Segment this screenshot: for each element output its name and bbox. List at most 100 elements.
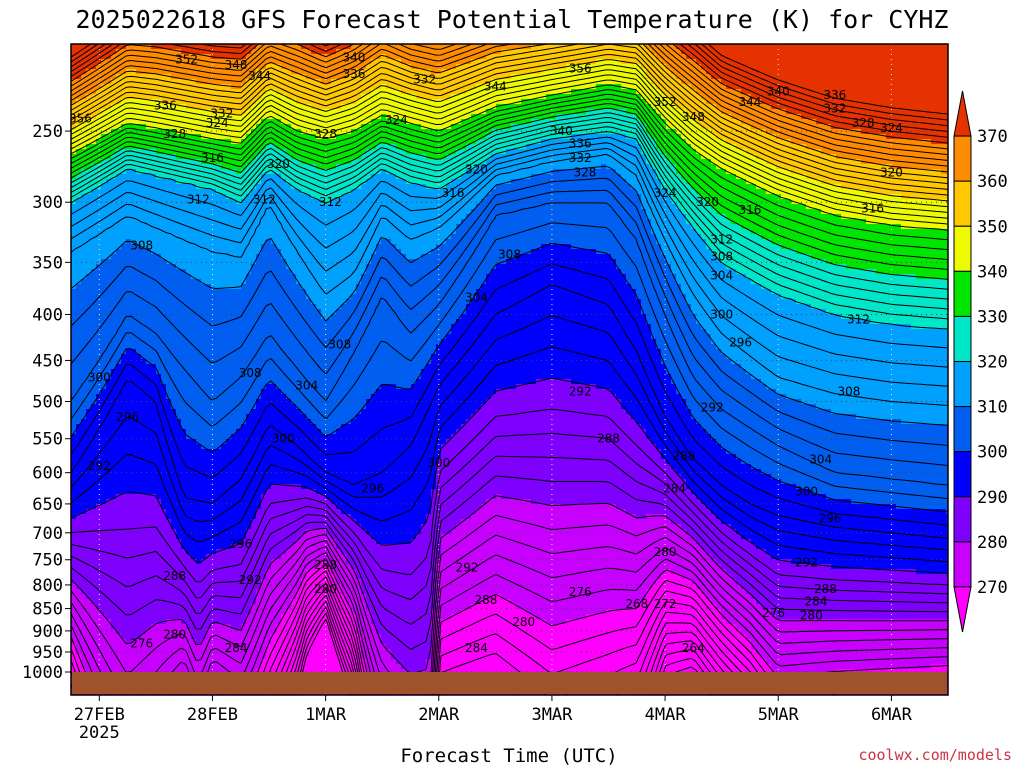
y-tick-label: 400 bbox=[32, 305, 63, 325]
y-tick-label: 700 bbox=[32, 524, 63, 544]
theta-cell bbox=[676, 204, 712, 210]
colorbar-swatch bbox=[953, 496, 972, 543]
theta-cell bbox=[676, 74, 712, 80]
theta-cell bbox=[81, 194, 227, 200]
theta-cell bbox=[361, 279, 487, 285]
theta-cell bbox=[71, 104, 112, 110]
theta-cell bbox=[261, 174, 282, 180]
theta-cell bbox=[71, 394, 97, 400]
theta-cell bbox=[156, 149, 262, 155]
theta-cell bbox=[641, 599, 712, 605]
theta-cell bbox=[821, 149, 948, 155]
theta-cell bbox=[251, 519, 357, 525]
isentrope-line-358 bbox=[71, 44, 948, 179]
theta-cell bbox=[271, 564, 317, 570]
theta-cell bbox=[771, 669, 837, 675]
theta-cell bbox=[111, 254, 162, 260]
theta-cell bbox=[106, 499, 162, 505]
theta-cell bbox=[671, 464, 752, 470]
contour-label: 284 bbox=[465, 641, 488, 655]
contour-label: 280 bbox=[800, 608, 823, 622]
theta-cell bbox=[71, 464, 437, 470]
theta-cell bbox=[366, 264, 497, 270]
theta-cell bbox=[71, 169, 82, 175]
theta-cell bbox=[701, 124, 752, 130]
theta-cell bbox=[226, 439, 447, 445]
x-year-label: 2025 bbox=[79, 723, 120, 743]
theta-cell bbox=[616, 504, 707, 510]
theta-cell bbox=[416, 379, 537, 385]
theta-cell bbox=[531, 249, 597, 255]
contour-label: 300 bbox=[427, 456, 450, 470]
theta-cell bbox=[571, 134, 627, 140]
theta-cell bbox=[346, 599, 367, 605]
theta-cell bbox=[691, 84, 727, 90]
colorbar-label: 300 bbox=[977, 443, 1008, 463]
contour-label: 280 bbox=[163, 627, 186, 641]
theta-cell bbox=[436, 664, 772, 670]
theta-cell bbox=[696, 584, 742, 590]
theta-cell bbox=[791, 169, 942, 175]
theta-cell bbox=[771, 289, 948, 295]
theta-cell bbox=[371, 174, 397, 180]
theta-cell bbox=[731, 114, 802, 120]
theta-cell bbox=[96, 89, 267, 95]
theta-cell bbox=[316, 564, 332, 570]
theta-cell bbox=[176, 129, 252, 135]
theta-cell bbox=[71, 489, 267, 495]
theta-cell bbox=[291, 599, 347, 605]
theta-cell bbox=[321, 79, 332, 85]
theta-cell bbox=[306, 414, 357, 420]
theta-cell bbox=[691, 184, 757, 190]
theta-cell bbox=[451, 234, 657, 240]
colorbar-swatch bbox=[953, 315, 972, 362]
theta-cell bbox=[686, 219, 732, 225]
theta-cell bbox=[771, 554, 948, 560]
contour-label: 332 bbox=[210, 107, 233, 121]
theta-cell bbox=[771, 664, 932, 670]
theta-cell bbox=[71, 419, 82, 425]
theta-cell bbox=[511, 179, 627, 185]
theta-cell bbox=[726, 569, 917, 575]
theta-cell bbox=[781, 294, 948, 300]
theta-cell bbox=[671, 519, 722, 525]
theta-cell bbox=[71, 384, 107, 390]
theta-cell bbox=[431, 504, 482, 510]
theta-cell bbox=[741, 364, 948, 370]
theta-cell bbox=[71, 399, 97, 405]
theta-cell bbox=[116, 494, 157, 500]
theta-cell bbox=[256, 99, 297, 105]
theta-cell bbox=[71, 479, 437, 485]
theta-cell bbox=[441, 534, 692, 540]
theta-cell bbox=[71, 619, 112, 625]
isentrope-line-326 bbox=[71, 117, 948, 300]
colorbar-swatch bbox=[953, 270, 972, 317]
theta-cell bbox=[481, 404, 622, 410]
theta-cell bbox=[71, 259, 102, 265]
isentrope-line-344 bbox=[71, 74, 948, 219]
contour-label: 328 bbox=[573, 165, 596, 179]
theta-cell bbox=[356, 614, 372, 620]
theta-cell bbox=[456, 149, 507, 155]
isentrope-line-308 bbox=[71, 177, 948, 446]
theta-cell bbox=[71, 559, 197, 565]
theta-cell bbox=[266, 654, 362, 660]
contour-label: 296 bbox=[116, 410, 139, 424]
theta-cell bbox=[261, 149, 287, 155]
theta-cell bbox=[91, 599, 257, 605]
theta-cell bbox=[71, 654, 82, 660]
theta-cell bbox=[661, 184, 692, 190]
theta-cell bbox=[126, 169, 137, 175]
theta-cell bbox=[341, 424, 462, 430]
theta-cell bbox=[776, 389, 948, 395]
theta-cell bbox=[681, 289, 772, 295]
theta-cell bbox=[756, 154, 837, 160]
theta-cell bbox=[436, 579, 657, 585]
theta-cell bbox=[361, 124, 422, 130]
theta-cell bbox=[86, 119, 262, 125]
theta-cell bbox=[76, 99, 122, 105]
contour-label: 316 bbox=[441, 186, 464, 200]
theta-cell bbox=[261, 249, 282, 255]
theta-cell bbox=[86, 69, 127, 75]
theta-cell bbox=[71, 649, 77, 655]
